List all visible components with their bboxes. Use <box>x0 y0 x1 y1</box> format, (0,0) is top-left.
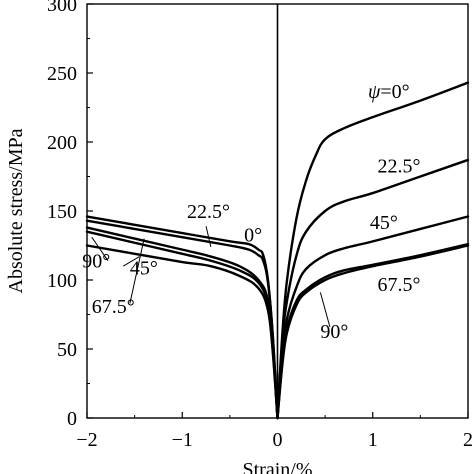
y-tick-label: 150 <box>47 201 77 223</box>
curve-annotation: 90° <box>320 321 348 343</box>
y-axis-label: Absolute stress/MPa <box>5 128 27 293</box>
annotation-leader <box>91 236 109 261</box>
ticks-layer: −2 −1 0 1 2 0 50 100 150 200 250 300 <box>47 0 473 451</box>
x-tick-label: 1 <box>368 429 378 451</box>
curve-compression-45deg <box>85 226 279 420</box>
curve-tension-0deg <box>276 81 470 420</box>
curve-annotation: 45° <box>370 212 398 234</box>
curve-annotation: 0° <box>244 224 262 246</box>
curves-layer <box>85 81 470 420</box>
y-tick-label: 300 <box>47 0 77 16</box>
curve-annotation: 67.5° <box>92 296 135 318</box>
curve-annotation: 45° <box>130 257 158 279</box>
y-tick-label: 50 <box>57 339 77 361</box>
annotations-layer: ψ=0° 22.5° 45° 67.5° 90° 0° 22.5° 45° 90° 67.5° <box>82 81 420 343</box>
annotation-leader <box>129 238 145 304</box>
curve-compression-90deg <box>85 244 279 420</box>
x-tick-label: −2 <box>76 429 97 451</box>
curve-tension-22p5deg <box>276 158 470 420</box>
y-tick-label: 100 <box>47 270 77 292</box>
curve-annotation: 22.5° <box>378 155 421 177</box>
annotation-leader <box>319 292 331 328</box>
x-tick-label: 2 <box>463 429 473 451</box>
curve-annotation: ψ=0° <box>368 81 410 103</box>
curve-annotation: 22.5° <box>187 201 230 223</box>
y-tick-label: 0 <box>67 408 77 430</box>
curve-tension-45deg <box>276 215 470 420</box>
x-tick-label: 0 <box>273 429 283 451</box>
y-tick-label: 250 <box>47 63 77 85</box>
x-tick-label: −1 <box>172 429 193 451</box>
curve-annotation: 67.5° <box>378 274 421 296</box>
curve-tension-90deg <box>276 244 470 420</box>
annotation-leader <box>205 226 212 247</box>
plot-frame <box>86 3 469 419</box>
curve-compression-67p5deg <box>85 230 279 420</box>
y-tick-label: 200 <box>47 132 77 154</box>
curve-annotation: 90° <box>82 251 110 273</box>
annotation-leader <box>122 256 140 267</box>
x-axis-label: Strain/% <box>243 459 313 474</box>
